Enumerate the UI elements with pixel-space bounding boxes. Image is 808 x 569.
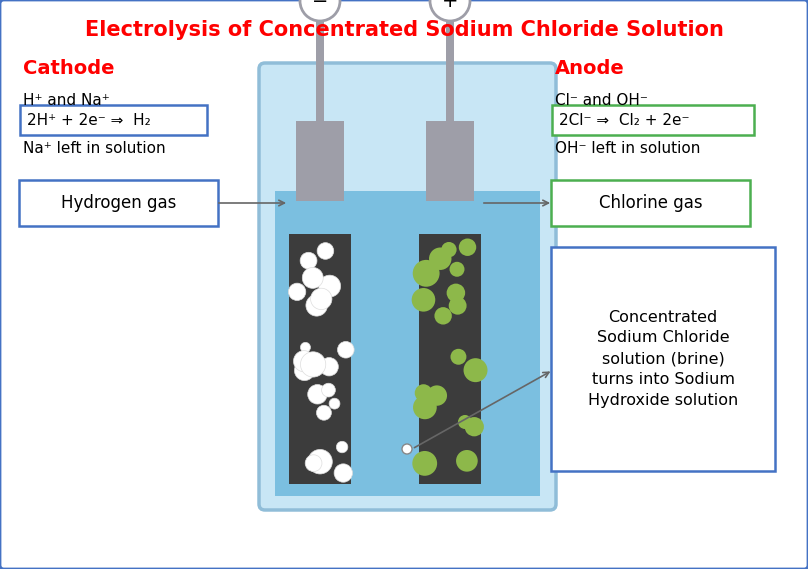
- Circle shape: [456, 450, 478, 472]
- Text: −: −: [312, 0, 328, 10]
- Bar: [296, 121, 344, 201]
- Text: Cl⁻ and OH⁻: Cl⁻ and OH⁻: [555, 93, 648, 108]
- Bar: [275, 77, 540, 191]
- Circle shape: [288, 283, 305, 300]
- Circle shape: [441, 242, 457, 257]
- Circle shape: [415, 384, 432, 402]
- Circle shape: [402, 444, 412, 454]
- Circle shape: [308, 450, 332, 474]
- Circle shape: [317, 405, 331, 420]
- Circle shape: [458, 415, 472, 429]
- Circle shape: [308, 385, 327, 404]
- Circle shape: [305, 455, 322, 472]
- FancyBboxPatch shape: [19, 180, 218, 226]
- Circle shape: [448, 297, 466, 315]
- Text: H⁺ and Na⁺: H⁺ and Na⁺: [23, 93, 110, 108]
- Bar: [289, 234, 351, 484]
- Circle shape: [429, 248, 452, 270]
- Circle shape: [300, 252, 317, 269]
- Circle shape: [449, 262, 465, 277]
- FancyBboxPatch shape: [551, 247, 775, 471]
- Circle shape: [459, 238, 476, 256]
- Circle shape: [412, 451, 437, 476]
- Text: Na⁺ left in solution: Na⁺ left in solution: [23, 141, 166, 156]
- Circle shape: [329, 398, 340, 409]
- Text: Cathode: Cathode: [23, 59, 115, 78]
- Text: +: +: [442, 0, 458, 10]
- Text: OH⁻ left in solution: OH⁻ left in solution: [555, 141, 701, 156]
- Circle shape: [447, 283, 465, 302]
- Circle shape: [322, 384, 335, 397]
- Circle shape: [302, 267, 323, 288]
- Circle shape: [306, 295, 327, 316]
- Bar: [316, 9, 324, 126]
- Bar: [275, 191, 540, 496]
- Text: Concentrated
Sodium Chloride
solution (brine)
turns into Sodium
Hydroxide soluti: Concentrated Sodium Chloride solution (b…: [588, 310, 739, 409]
- FancyBboxPatch shape: [20, 105, 207, 135]
- Circle shape: [465, 417, 484, 436]
- FancyBboxPatch shape: [259, 63, 556, 510]
- Circle shape: [334, 464, 352, 482]
- Circle shape: [435, 307, 452, 324]
- Text: Hydrogen gas: Hydrogen gas: [61, 194, 176, 212]
- Circle shape: [301, 352, 326, 377]
- Text: Electrolysis of Concentrated Sodium Chloride Solution: Electrolysis of Concentrated Sodium Chlo…: [85, 20, 723, 40]
- Circle shape: [451, 349, 466, 365]
- Circle shape: [430, 0, 470, 21]
- Text: 2Cl⁻ ⇒  Cl₂ + 2e⁻: 2Cl⁻ ⇒ Cl₂ + 2e⁻: [559, 113, 689, 127]
- Circle shape: [294, 360, 314, 381]
- Circle shape: [413, 395, 437, 419]
- Circle shape: [301, 353, 314, 365]
- Circle shape: [411, 288, 436, 312]
- Circle shape: [427, 385, 447, 406]
- Circle shape: [318, 275, 341, 297]
- Text: Anode: Anode: [555, 59, 625, 78]
- Circle shape: [336, 442, 347, 453]
- Circle shape: [310, 288, 332, 310]
- Circle shape: [338, 341, 354, 358]
- Bar: [446, 9, 454, 126]
- Circle shape: [464, 358, 487, 382]
- Text: Chlorine gas: Chlorine gas: [599, 194, 702, 212]
- Circle shape: [293, 351, 314, 372]
- Circle shape: [300, 0, 340, 21]
- FancyBboxPatch shape: [552, 105, 754, 135]
- Circle shape: [320, 357, 339, 376]
- Circle shape: [301, 343, 310, 352]
- FancyBboxPatch shape: [551, 180, 750, 226]
- Bar: [426, 121, 474, 201]
- Circle shape: [413, 260, 440, 287]
- Text: 2H⁺ + 2e⁻ ⇒  H₂: 2H⁺ + 2e⁻ ⇒ H₂: [27, 113, 151, 127]
- Circle shape: [317, 242, 334, 259]
- Bar: [419, 234, 481, 484]
